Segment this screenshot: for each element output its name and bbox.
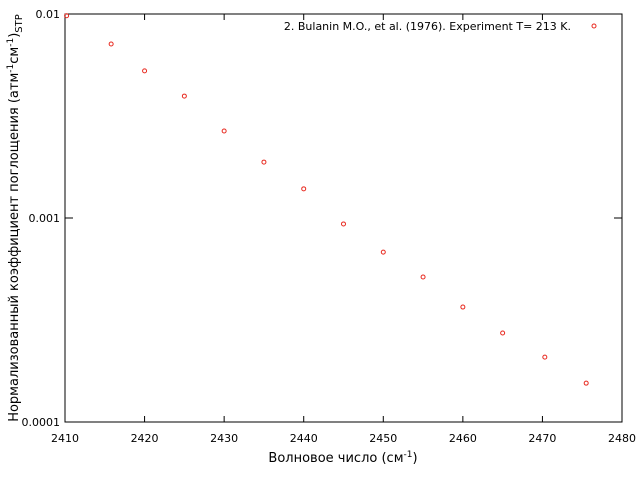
y-tick-label: 0.01 bbox=[36, 8, 61, 21]
y-tick-label: 0.0001 bbox=[22, 416, 61, 429]
point bbox=[221, 128, 227, 134]
x-tick-label: 2420 bbox=[131, 432, 159, 445]
point bbox=[181, 93, 187, 99]
x-tick-label: 2450 bbox=[369, 432, 397, 445]
x-tick-label: 2470 bbox=[528, 432, 556, 445]
x-label-part: Волновое число (см bbox=[268, 451, 403, 466]
point bbox=[341, 221, 346, 227]
point bbox=[301, 186, 307, 192]
point bbox=[420, 274, 426, 280]
point bbox=[583, 380, 589, 386]
point bbox=[542, 354, 548, 360]
x-tick-label: 2430 bbox=[210, 432, 238, 445]
y-label-sub: STP bbox=[14, 14, 25, 33]
x-label-sup: -1 bbox=[404, 450, 413, 460]
y-label-part: ) bbox=[7, 33, 22, 38]
x-tick-label: 2460 bbox=[449, 432, 477, 445]
y-axis-label: Нормализованный коэффициент поглощения (… bbox=[6, 14, 25, 422]
point bbox=[108, 41, 114, 47]
legend-label: 2. Bulanin M.O., et al. (1976). Experime… bbox=[284, 20, 571, 33]
point bbox=[261, 159, 267, 165]
point bbox=[142, 68, 148, 74]
x-tick-label: 2480 bbox=[608, 432, 636, 445]
x-axis-label: Волновое число (см-1) bbox=[268, 450, 417, 466]
x-tick-label: 2440 bbox=[290, 432, 318, 445]
y-tick-label: 0.001 bbox=[29, 212, 61, 225]
point bbox=[380, 249, 386, 255]
point bbox=[460, 304, 466, 310]
legend-marker bbox=[591, 23, 597, 29]
y-label-part: см bbox=[7, 47, 22, 64]
point bbox=[64, 13, 70, 19]
point bbox=[500, 330, 506, 336]
plot-frame bbox=[64, 13, 623, 423]
y-label-part: Нормализованный коэффициент поглощения (… bbox=[7, 73, 22, 422]
y-label-sup: -1 bbox=[6, 38, 16, 47]
y-label-sup: -1 bbox=[6, 64, 16, 73]
x-tick-label: 2410 bbox=[51, 432, 79, 445]
x-label-part: ) bbox=[412, 451, 417, 466]
